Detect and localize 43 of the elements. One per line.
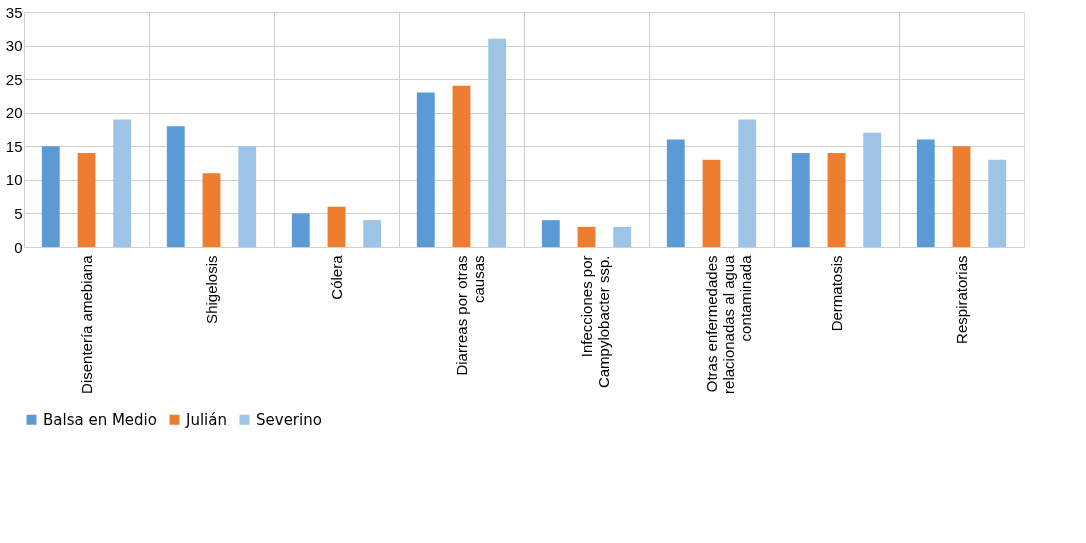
y-tick-label: 0	[14, 238, 23, 256]
bar	[327, 206, 346, 247]
bar	[363, 220, 382, 247]
x-tick-label: Cólera	[327, 254, 345, 300]
y-tick-label: 35	[5, 3, 23, 21]
legend-label: Balsa en Medio	[43, 410, 157, 429]
bar	[291, 213, 310, 247]
y-tick-label: 20	[5, 104, 23, 122]
bar	[77, 153, 96, 247]
bar	[541, 220, 560, 247]
bar	[577, 226, 596, 247]
y-tick-label: 5	[14, 204, 23, 222]
bar	[988, 159, 1007, 247]
bar	[791, 153, 810, 247]
x-tick-label: Otras enfermedades relacionadas al agua contaminada	[702, 254, 754, 394]
y-tick-label: 25	[5, 70, 23, 88]
bar	[613, 226, 632, 247]
bar	[738, 119, 757, 247]
bar	[827, 153, 846, 247]
bar	[863, 132, 882, 247]
bar	[702, 159, 721, 247]
x-tick-label: Infecciones por Campylobacter ssp.	[577, 255, 612, 389]
x-tick-label: Shigelosis	[202, 255, 220, 324]
bar	[113, 119, 132, 247]
legend-label: Severino	[256, 410, 322, 429]
x-tick-label: Diarreas por otras causas	[452, 255, 487, 376]
y-tick-label: 30	[5, 37, 23, 55]
bar	[166, 126, 185, 247]
legend-label: Julián	[185, 410, 227, 429]
x-tick-label: Dermatosis	[827, 255, 845, 332]
x-tick-label: Disentería amebiana	[77, 254, 95, 394]
bar	[488, 38, 507, 247]
bar	[416, 92, 435, 247]
bar	[952, 146, 971, 247]
y-tick-label: 10	[5, 171, 23, 189]
bar	[452, 85, 471, 247]
bar	[238, 146, 257, 247]
bar	[41, 146, 60, 247]
bar	[202, 173, 221, 247]
bar	[666, 139, 685, 247]
x-tick-label: Respiratorias	[952, 255, 970, 344]
bar	[916, 139, 935, 247]
y-tick-label: 15	[5, 137, 23, 155]
